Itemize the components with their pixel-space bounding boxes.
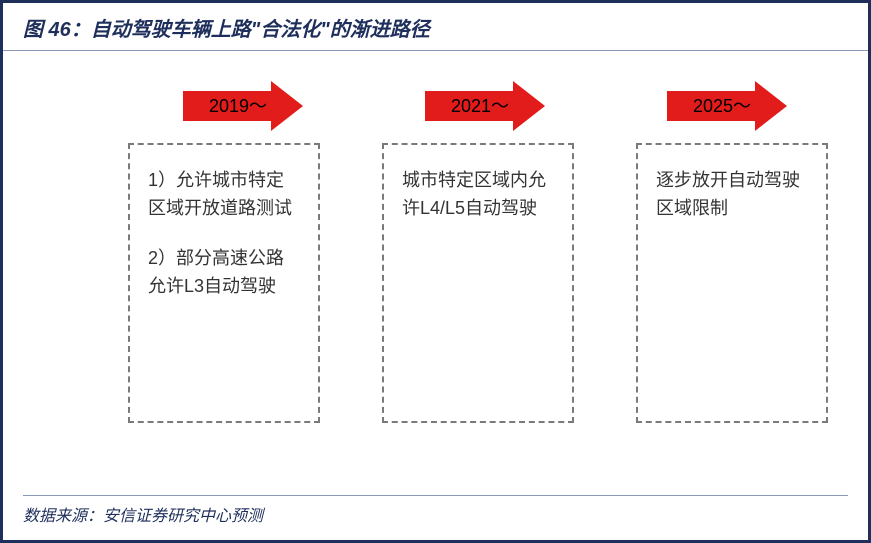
phase-text: 城市特定区域内允许L4/L5自动驾驶: [402, 167, 554, 223]
phase-year-label: 2019～: [183, 91, 293, 121]
phase-text: 逐步放开自动驾驶区域限制: [656, 167, 808, 223]
phase-box: 逐步放开自动驾驶区域限制: [636, 143, 828, 423]
arrow-row: 2019～ 2021～ 2025～: [63, 81, 828, 131]
box-row: 1）允许城市特定区域开放道路测试 2）部分高速公路允许L3自动驾驶 城市特定区域…: [63, 143, 828, 423]
phase-year-label: 2021～: [425, 91, 535, 121]
figure-title: 图 46：自动驾驶车辆上路"合法化"的渐进路径: [23, 13, 848, 42]
phase-text: 2）部分高速公路允许L3自动驾驶: [148, 245, 300, 301]
timeline-chart: 2019～ 2021～ 2025～ 1）允许城市特定区域开放道路测试 2）部分高…: [3, 51, 868, 481]
title-bar: 图 46：自动驾驶车辆上路"合法化"的渐进路径: [3, 3, 868, 51]
phase-text: 1）允许城市特定区域开放道路测试: [148, 167, 300, 223]
phase-arrow: 2025～: [637, 81, 817, 131]
source-text: 数据来源：安信证券研究中心预测: [23, 502, 848, 526]
figure-container: 图 46：自动驾驶车辆上路"合法化"的渐进路径 2019～ 2021～ 2025…: [0, 0, 871, 543]
arrow-icon: 2021～: [425, 81, 545, 131]
source-footer: 数据来源：安信证券研究中心预测: [23, 495, 848, 526]
phase-arrow: 2021～: [395, 81, 575, 131]
phase-box: 1）允许城市特定区域开放道路测试 2）部分高速公路允许L3自动驾驶: [128, 143, 320, 423]
phase-box: 城市特定区域内允许L4/L5自动驾驶: [382, 143, 574, 423]
arrow-icon: 2019～: [183, 81, 303, 131]
phase-arrow: 2019～: [153, 81, 333, 131]
phase-year-label: 2025～: [667, 91, 777, 121]
arrow-icon: 2025～: [667, 81, 787, 131]
